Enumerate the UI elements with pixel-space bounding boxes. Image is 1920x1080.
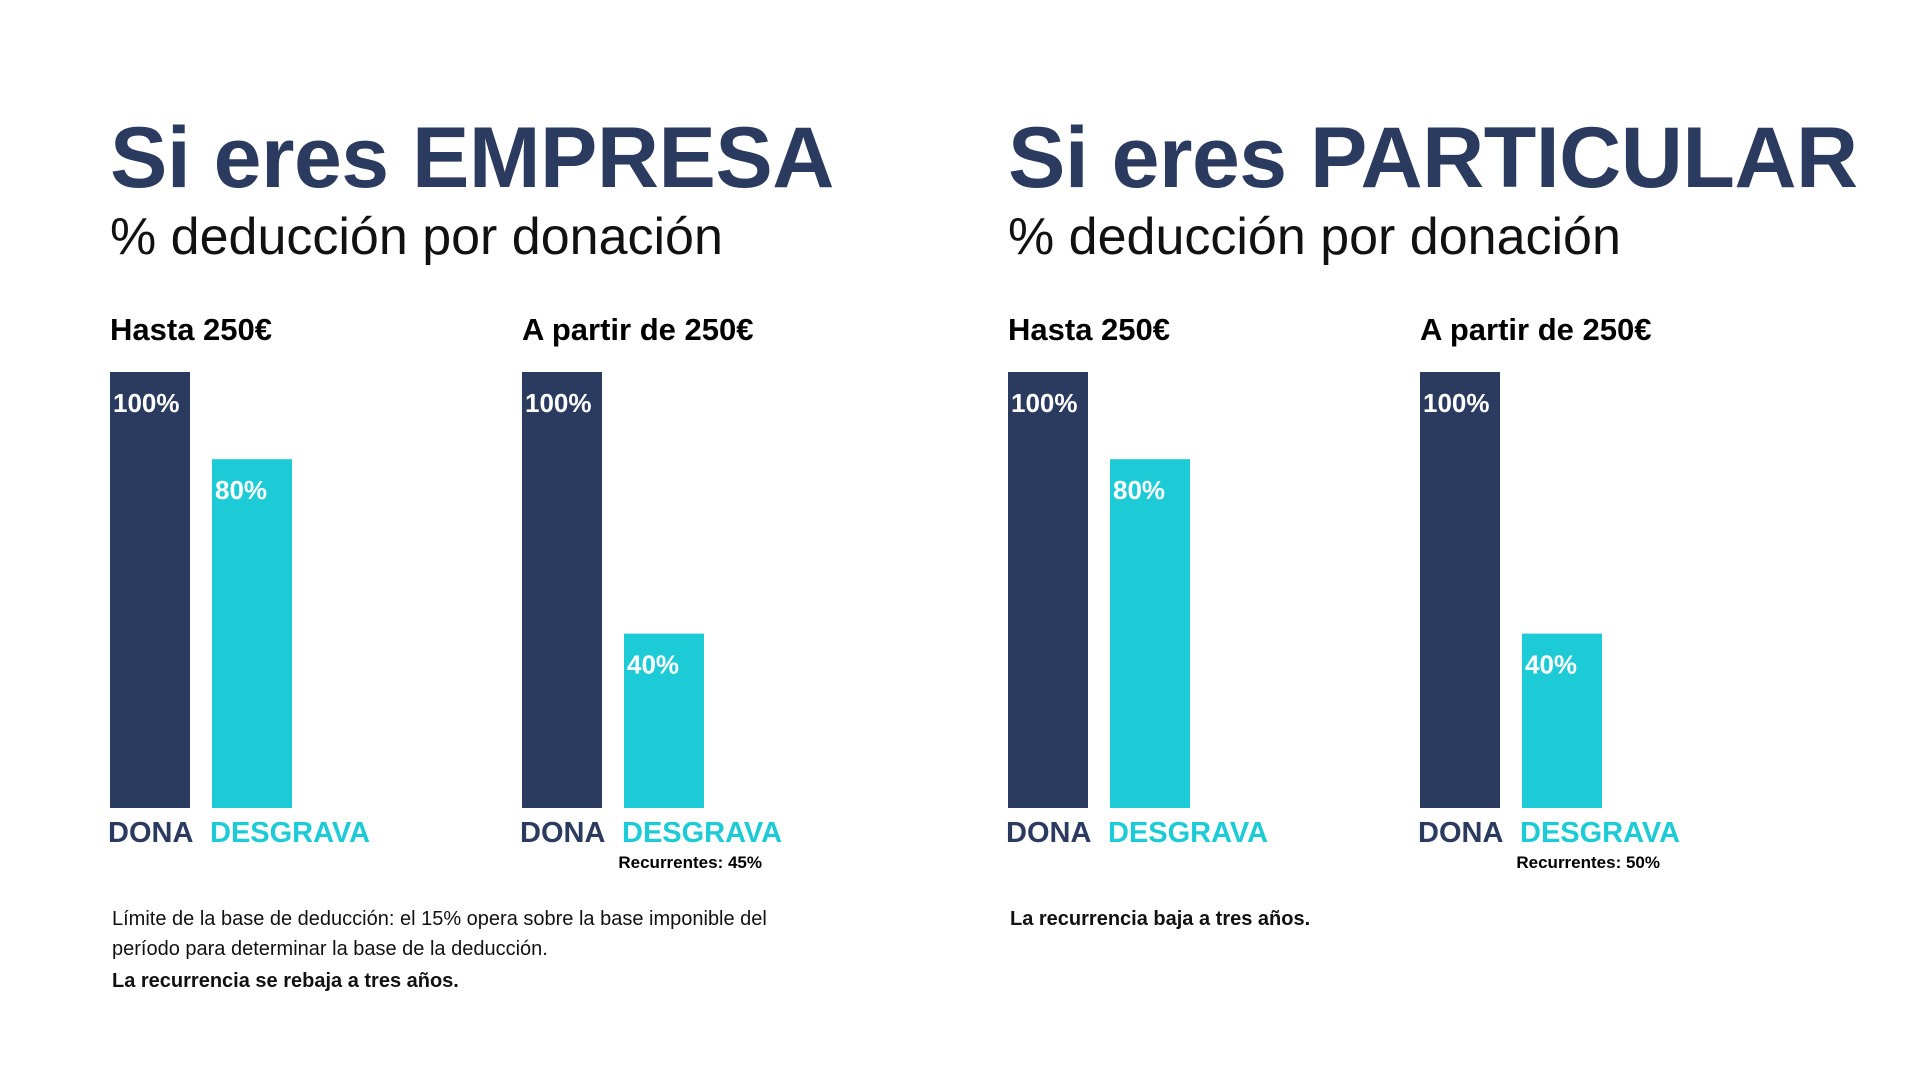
- bar-value-label: 40%: [627, 650, 679, 680]
- bar-value-label: 80%: [215, 475, 267, 505]
- bar-desgrava: [212, 459, 292, 808]
- chart-hasta-250: Hasta 250€ 100% DONA 80% DESGRAVA: [1006, 300, 1308, 880]
- category-label-dona: DONA: [1006, 817, 1091, 849]
- chart-svg: 100% DONA 80% DESGRAVA: [1006, 372, 1268, 849]
- bar-value-label: 40%: [1525, 650, 1577, 680]
- bar-dona: [1420, 372, 1500, 808]
- particular-panel: Si eres PARTICULAR % deducción por donac…: [1006, 0, 1858, 1080]
- chart-a-partir-250: A partir de 250€ 100% DONA 40% DESGRAVA Recu…: [520, 300, 822, 880]
- bar-value-label: 100%: [525, 388, 592, 418]
- bar-value-label: 100%: [1011, 388, 1078, 418]
- category-label-desgrava: DESGRAVA: [1520, 817, 1680, 849]
- category-label-desgrava: DESGRAVA: [1108, 817, 1268, 849]
- chart-svg: 100% DONA 80% DESGRAVA: [108, 372, 370, 849]
- bar-dona: [522, 372, 602, 808]
- chart-hasta-250: Hasta 250€ 100% DONA 80% DESGRAVA: [108, 300, 410, 880]
- bar-value-label: 100%: [1423, 388, 1490, 418]
- bar-value-label: 100%: [113, 388, 180, 418]
- chart-svg: 100% DONA 40% DESGRAVA Recurrentes: 45%: [520, 372, 782, 872]
- bar-dona: [1008, 372, 1088, 808]
- chart-title: A partir de 250€: [1420, 312, 1652, 347]
- chart-title: A partir de 250€: [522, 312, 754, 347]
- bar-desgrava: [1522, 633, 1602, 808]
- category-label-desgrava: DESGRAVA: [210, 817, 370, 849]
- panel-subtitle: % deducción por donación: [110, 208, 723, 266]
- panel-title: Si eres EMPRESA: [110, 110, 834, 206]
- panel-subtitle: % deducción por donación: [1008, 208, 1621, 266]
- bar-value-label: 80%: [1113, 475, 1165, 505]
- empresa-panel: Si eres EMPRESA % deducción por donación…: [108, 0, 870, 1080]
- recurrentes-note: Recurrentes: 50%: [1516, 853, 1660, 872]
- category-label-dona: DONA: [520, 817, 605, 849]
- bar-dona: [110, 372, 190, 808]
- bar-desgrava: [624, 633, 704, 808]
- chart-title: Hasta 250€: [110, 312, 273, 347]
- chart-title: Hasta 250€: [1008, 312, 1171, 347]
- recurrence-note: La recurrencia se rebaja a tres años.: [112, 970, 459, 992]
- chart-svg: 100% DONA 40% DESGRAVA Recurrentes: 50%: [1418, 372, 1680, 872]
- deduction-limit-note: Límite de la base de deducción: el 15% o…: [112, 908, 767, 960]
- bar-desgrava: [1110, 459, 1190, 808]
- panel-title: Si eres PARTICULAR: [1008, 110, 1858, 206]
- category-label-dona: DONA: [1418, 817, 1503, 849]
- recurrentes-note: Recurrentes: 45%: [618, 853, 762, 872]
- category-label-dona: DONA: [108, 817, 193, 849]
- recurrence-note: La recurrencia baja a tres años.: [1010, 908, 1311, 930]
- chart-a-partir-250: A partir de 250€ 100% DONA 40% DESGRAVA Recu…: [1418, 300, 1720, 880]
- category-label-desgrava: DESGRAVA: [622, 817, 782, 849]
